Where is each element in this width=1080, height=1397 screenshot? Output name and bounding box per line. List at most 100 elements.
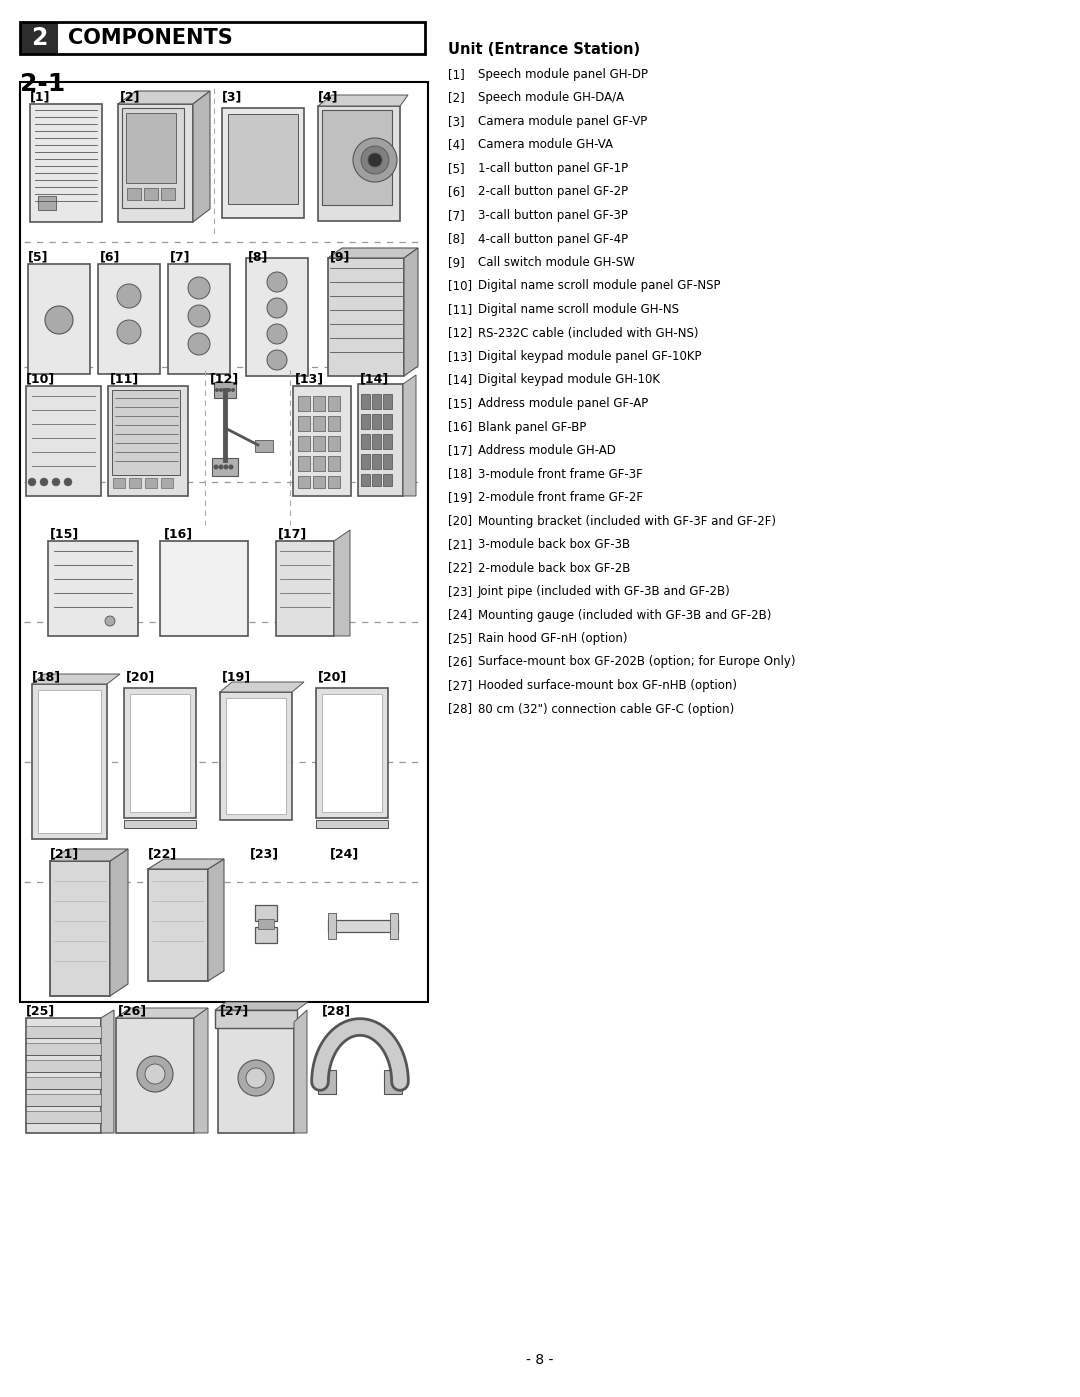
Circle shape: [231, 388, 235, 393]
Bar: [328, 476, 340, 488]
Circle shape: [224, 464, 229, 469]
Text: [12]: [12]: [448, 327, 472, 339]
Text: Digital name scroll module GH-NS: Digital name scroll module GH-NS: [478, 303, 679, 316]
Bar: [108, 386, 188, 496]
Polygon shape: [404, 249, 418, 376]
Bar: [298, 476, 310, 488]
Polygon shape: [116, 1009, 208, 1018]
Text: [26]: [26]: [118, 1004, 147, 1017]
Bar: [383, 474, 392, 486]
Circle shape: [215, 388, 219, 393]
Bar: [276, 541, 334, 636]
Bar: [318, 1070, 336, 1094]
Bar: [322, 110, 392, 205]
Bar: [293, 386, 351, 496]
Bar: [21, 22, 58, 54]
Bar: [361, 454, 370, 469]
Text: [15]: [15]: [448, 397, 472, 409]
Text: [25]: [25]: [26, 1004, 55, 1017]
Text: Rain hood GF-nH (option): Rain hood GF-nH (option): [478, 631, 627, 645]
Bar: [316, 820, 388, 828]
Circle shape: [45, 306, 73, 334]
Text: [8]: [8]: [248, 250, 268, 263]
Bar: [328, 455, 340, 471]
Text: [3]: [3]: [448, 115, 464, 129]
Text: [25]: [25]: [448, 631, 472, 645]
Text: 3-call button panel GF-3P: 3-call button panel GF-3P: [478, 210, 627, 222]
Bar: [124, 687, 195, 819]
Polygon shape: [334, 529, 350, 636]
Text: 2-1: 2-1: [21, 73, 65, 96]
Circle shape: [188, 305, 210, 327]
Bar: [32, 685, 107, 840]
Bar: [38, 690, 102, 833]
Text: [20]: [20]: [126, 671, 156, 683]
Bar: [215, 1010, 297, 1028]
Bar: [313, 395, 325, 411]
Text: [3]: [3]: [222, 89, 242, 103]
Text: Mounting bracket (included with GF-3F and GF-2F): Mounting bracket (included with GF-3F an…: [478, 514, 777, 528]
Bar: [122, 108, 184, 208]
Text: [2]: [2]: [120, 89, 140, 103]
Bar: [390, 914, 399, 939]
Circle shape: [52, 478, 60, 486]
Text: [24]: [24]: [448, 609, 472, 622]
Text: [2]: [2]: [448, 91, 464, 105]
Polygon shape: [26, 1025, 102, 1038]
Bar: [50, 861, 110, 996]
Bar: [30, 103, 102, 222]
Bar: [130, 694, 190, 812]
Circle shape: [145, 1065, 165, 1084]
Polygon shape: [208, 859, 224, 981]
Circle shape: [267, 272, 287, 292]
Text: 1-call button panel GF-1P: 1-call button panel GF-1P: [478, 162, 629, 175]
Bar: [226, 698, 286, 814]
Bar: [328, 921, 399, 932]
Polygon shape: [26, 1044, 102, 1055]
Bar: [222, 108, 303, 218]
Circle shape: [218, 464, 224, 469]
Bar: [322, 694, 382, 812]
Circle shape: [229, 464, 233, 469]
Bar: [328, 258, 404, 376]
Circle shape: [219, 388, 222, 393]
Text: 3-module back box GF-3B: 3-module back box GF-3B: [478, 538, 630, 550]
Bar: [127, 189, 141, 200]
Circle shape: [188, 332, 210, 355]
Circle shape: [361, 147, 389, 175]
Bar: [316, 687, 388, 819]
Polygon shape: [26, 1060, 102, 1071]
Circle shape: [222, 388, 227, 393]
Circle shape: [238, 1060, 274, 1097]
Text: [21]: [21]: [448, 538, 472, 550]
Text: [6]: [6]: [448, 186, 464, 198]
Bar: [112, 390, 180, 475]
Text: [18]: [18]: [32, 671, 62, 683]
Text: 2: 2: [31, 27, 48, 50]
Circle shape: [117, 284, 141, 307]
Text: Digital name scroll module panel GF-NSP: Digital name scroll module panel GF-NSP: [478, 279, 720, 292]
Bar: [361, 474, 370, 486]
Polygon shape: [194, 1009, 208, 1133]
Text: Speech module panel GH-DP: Speech module panel GH-DP: [478, 68, 648, 81]
Text: [12]: [12]: [210, 372, 240, 386]
Text: [22]: [22]: [148, 847, 177, 861]
Text: 2-module back box GF-2B: 2-module back box GF-2B: [478, 562, 631, 574]
Bar: [161, 478, 173, 488]
Circle shape: [246, 1067, 266, 1088]
Text: Blank panel GF-BP: Blank panel GF-BP: [478, 420, 586, 433]
Text: [13]: [13]: [448, 351, 472, 363]
Circle shape: [267, 351, 287, 370]
Bar: [48, 541, 138, 636]
Text: [16]: [16]: [164, 527, 193, 541]
Polygon shape: [328, 249, 418, 258]
Text: [23]: [23]: [249, 847, 279, 861]
Circle shape: [137, 1056, 173, 1092]
Text: [23]: [23]: [448, 585, 472, 598]
Polygon shape: [193, 91, 210, 222]
Bar: [168, 264, 230, 374]
Bar: [361, 414, 370, 429]
Bar: [246, 258, 308, 376]
Text: [28]: [28]: [322, 1004, 351, 1017]
Circle shape: [353, 138, 397, 182]
